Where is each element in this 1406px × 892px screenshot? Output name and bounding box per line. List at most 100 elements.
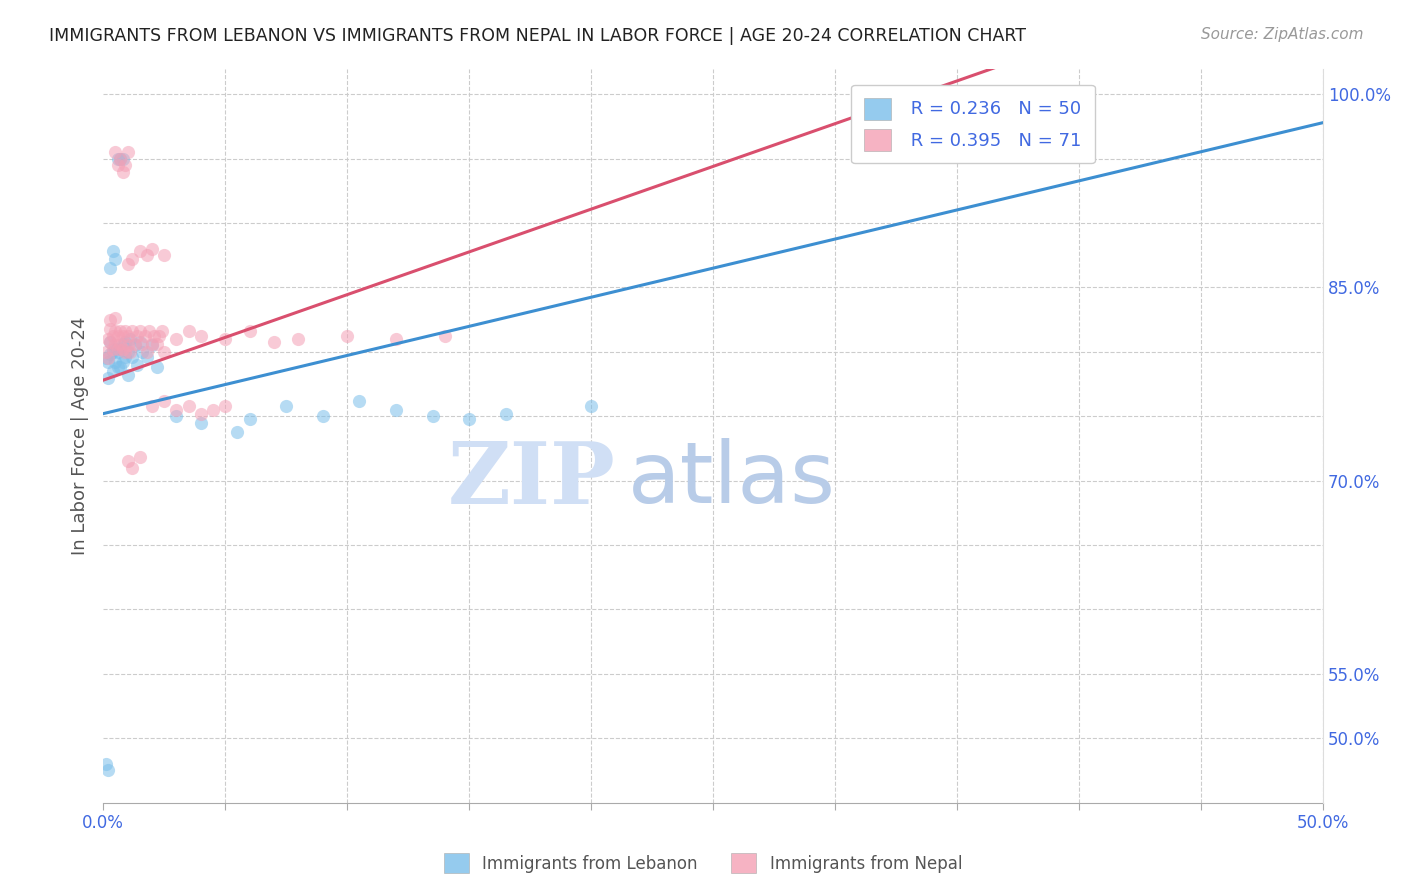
Point bbox=[177, 399, 200, 413]
Text: IMMIGRANTS FROM LEBANON VS IMMIGRANTS FROM NEPAL IN LABOR FORCE | AGE 20-24 CORR: IMMIGRANTS FROM LEBANON VS IMMIGRANTS FR… bbox=[49, 27, 1026, 45]
Point bbox=[100, 334, 122, 349]
Point bbox=[121, 350, 143, 364]
Point bbox=[287, 332, 309, 346]
Point bbox=[117, 329, 139, 343]
Point bbox=[433, 329, 456, 343]
Point bbox=[117, 257, 139, 271]
Point bbox=[458, 412, 481, 426]
Point bbox=[128, 334, 150, 349]
Point bbox=[104, 324, 127, 338]
Point bbox=[107, 158, 129, 172]
Point bbox=[97, 355, 120, 369]
Point bbox=[97, 351, 120, 366]
Point bbox=[128, 324, 150, 338]
Point bbox=[101, 364, 124, 378]
Point bbox=[128, 450, 150, 465]
Point bbox=[190, 329, 212, 343]
Point bbox=[111, 152, 134, 166]
Point bbox=[131, 337, 153, 351]
Point bbox=[121, 460, 143, 475]
Point bbox=[134, 329, 156, 343]
Point bbox=[146, 360, 169, 375]
Point bbox=[104, 145, 127, 160]
Point bbox=[100, 261, 122, 276]
Point bbox=[141, 399, 163, 413]
Point bbox=[108, 360, 131, 375]
Point bbox=[312, 409, 335, 424]
Point bbox=[114, 158, 136, 172]
Point bbox=[101, 244, 124, 259]
Point bbox=[148, 329, 170, 343]
Point bbox=[108, 152, 131, 166]
Point bbox=[114, 350, 136, 364]
Point bbox=[111, 355, 134, 369]
Point bbox=[104, 311, 127, 326]
Point bbox=[117, 338, 139, 352]
Y-axis label: In Labor Force | Age 20-24: In Labor Force | Age 20-24 bbox=[72, 317, 89, 555]
Point bbox=[214, 399, 236, 413]
Point bbox=[349, 393, 371, 408]
Point bbox=[108, 343, 131, 357]
Point bbox=[127, 329, 149, 343]
Point bbox=[104, 252, 127, 266]
Point bbox=[124, 337, 146, 351]
Point bbox=[124, 338, 146, 352]
Text: Source: ZipAtlas.com: Source: ZipAtlas.com bbox=[1201, 27, 1364, 42]
Point bbox=[97, 370, 120, 384]
Point bbox=[118, 332, 141, 346]
Point bbox=[107, 152, 129, 166]
Point bbox=[128, 244, 150, 259]
Point bbox=[117, 145, 139, 160]
Point bbox=[101, 329, 124, 343]
Point bbox=[111, 329, 134, 343]
Point bbox=[190, 416, 212, 430]
Legend:  R = 0.236   N = 50,  R = 0.395   N = 71: R = 0.236 N = 50, R = 0.395 N = 71 bbox=[851, 85, 1094, 163]
Point bbox=[190, 407, 212, 421]
Point bbox=[131, 344, 153, 359]
Point bbox=[108, 337, 131, 351]
Point bbox=[238, 324, 260, 338]
Point bbox=[117, 454, 139, 468]
Point bbox=[114, 344, 136, 359]
Point bbox=[201, 402, 224, 417]
Point bbox=[127, 358, 149, 372]
Point bbox=[238, 412, 260, 426]
Point bbox=[136, 350, 159, 364]
Point bbox=[153, 248, 176, 262]
Point bbox=[121, 324, 143, 338]
Point bbox=[94, 756, 117, 771]
Point bbox=[263, 334, 285, 349]
Point bbox=[121, 252, 143, 266]
Point bbox=[100, 347, 122, 361]
Point bbox=[385, 332, 408, 346]
Point bbox=[118, 344, 141, 359]
Point bbox=[336, 329, 359, 343]
Point bbox=[214, 332, 236, 346]
Point bbox=[165, 402, 187, 417]
Point bbox=[104, 337, 127, 351]
Point bbox=[150, 324, 173, 338]
Point bbox=[117, 368, 139, 382]
Point bbox=[107, 329, 129, 343]
Point bbox=[226, 425, 249, 439]
Point bbox=[141, 338, 163, 352]
Point bbox=[146, 337, 169, 351]
Point bbox=[136, 248, 159, 262]
Point bbox=[165, 409, 187, 424]
Point bbox=[101, 344, 124, 359]
Point bbox=[104, 343, 127, 357]
Point bbox=[1019, 94, 1042, 108]
Point bbox=[114, 334, 136, 349]
Point bbox=[117, 344, 139, 359]
Point bbox=[97, 764, 120, 778]
Point bbox=[138, 324, 160, 338]
Point bbox=[177, 324, 200, 338]
Point bbox=[579, 399, 602, 413]
Point bbox=[422, 409, 444, 424]
Text: ZIP: ZIP bbox=[447, 438, 616, 522]
Point bbox=[100, 334, 122, 349]
Point bbox=[108, 324, 131, 338]
Point bbox=[114, 324, 136, 338]
Point bbox=[107, 344, 129, 359]
Point bbox=[141, 337, 163, 351]
